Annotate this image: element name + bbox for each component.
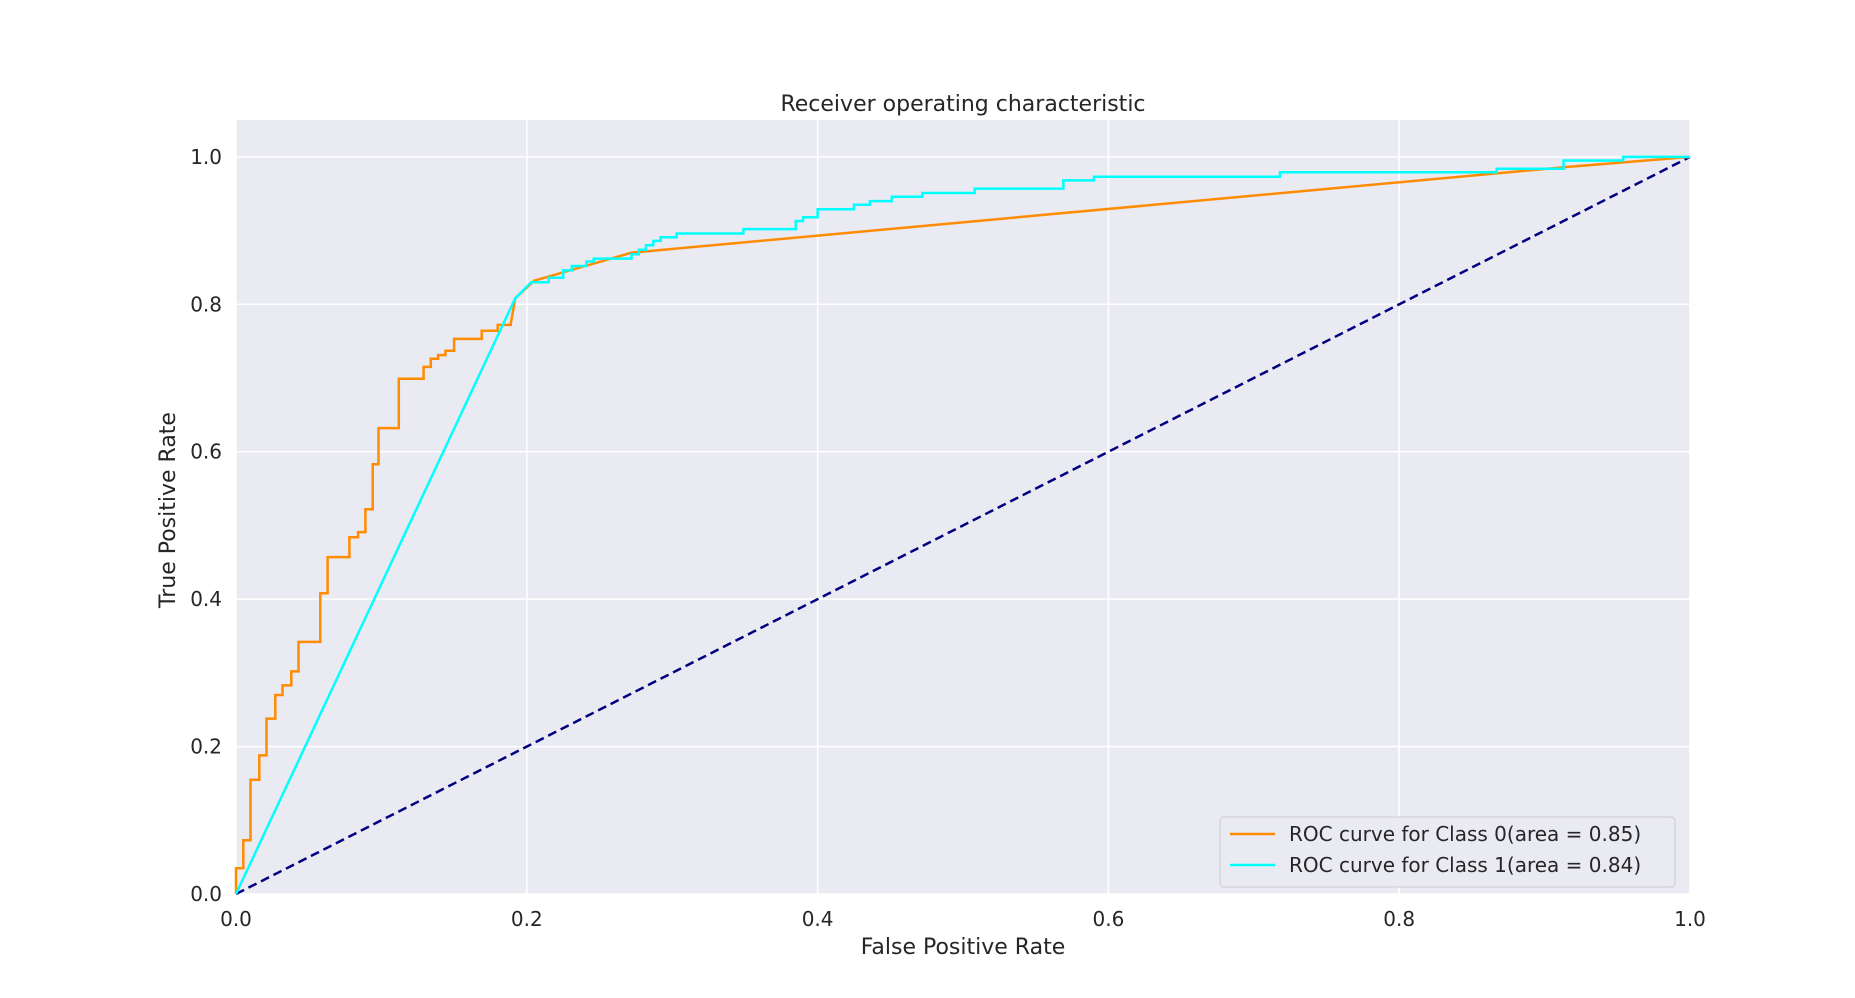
- x-tick-label: 0.6: [1092, 907, 1124, 931]
- x-tick-label: 0.8: [1383, 907, 1415, 931]
- x-axis-label: False Positive Rate: [861, 935, 1065, 960]
- roc-curve-class-1: [234, 155, 1690, 895]
- y-tick-label: 0.2: [190, 735, 222, 759]
- y-axis-ticks: 0.0 0.2 0.4 0.6 0.8 1.0: [190, 145, 222, 906]
- series-group: [234, 155, 1691, 896]
- y-tick-label: 1.0: [190, 145, 222, 169]
- y-tick-label: 0.8: [190, 292, 222, 316]
- chance-diagonal-line: [235, 155, 1691, 896]
- roc-curve-class-0: [234, 155, 1691, 894]
- plot-area: [236, 120, 1690, 894]
- y-tick-label: 0.0: [190, 882, 222, 906]
- grid-lines: [235, 120, 1691, 895]
- y-tick-label: 0.6: [190, 440, 222, 464]
- x-tick-label: 0.2: [511, 907, 543, 931]
- legend-label-class-0: ROC curve for Class 0(area = 0.85): [1289, 822, 1641, 846]
- legend-box: [1219, 816, 1676, 888]
- x-axis-ticks: 0.0 0.2 0.4 0.6 0.8 1.0: [220, 907, 1706, 931]
- legend-label-class-1: ROC curve for Class 1(area = 0.84): [1289, 853, 1641, 877]
- legend: ROC curve for Class 0(area = 0.85) ROC c…: [1219, 816, 1676, 888]
- chart-title: Receiver operating characteristic: [780, 92, 1145, 117]
- y-tick-label: 0.4: [190, 587, 222, 611]
- x-tick-label: 0.4: [802, 907, 834, 931]
- y-axis-label: True Positive Rate: [156, 412, 181, 609]
- x-tick-label: 0.0: [220, 907, 252, 931]
- x-tick-label: 1.0: [1674, 907, 1706, 931]
